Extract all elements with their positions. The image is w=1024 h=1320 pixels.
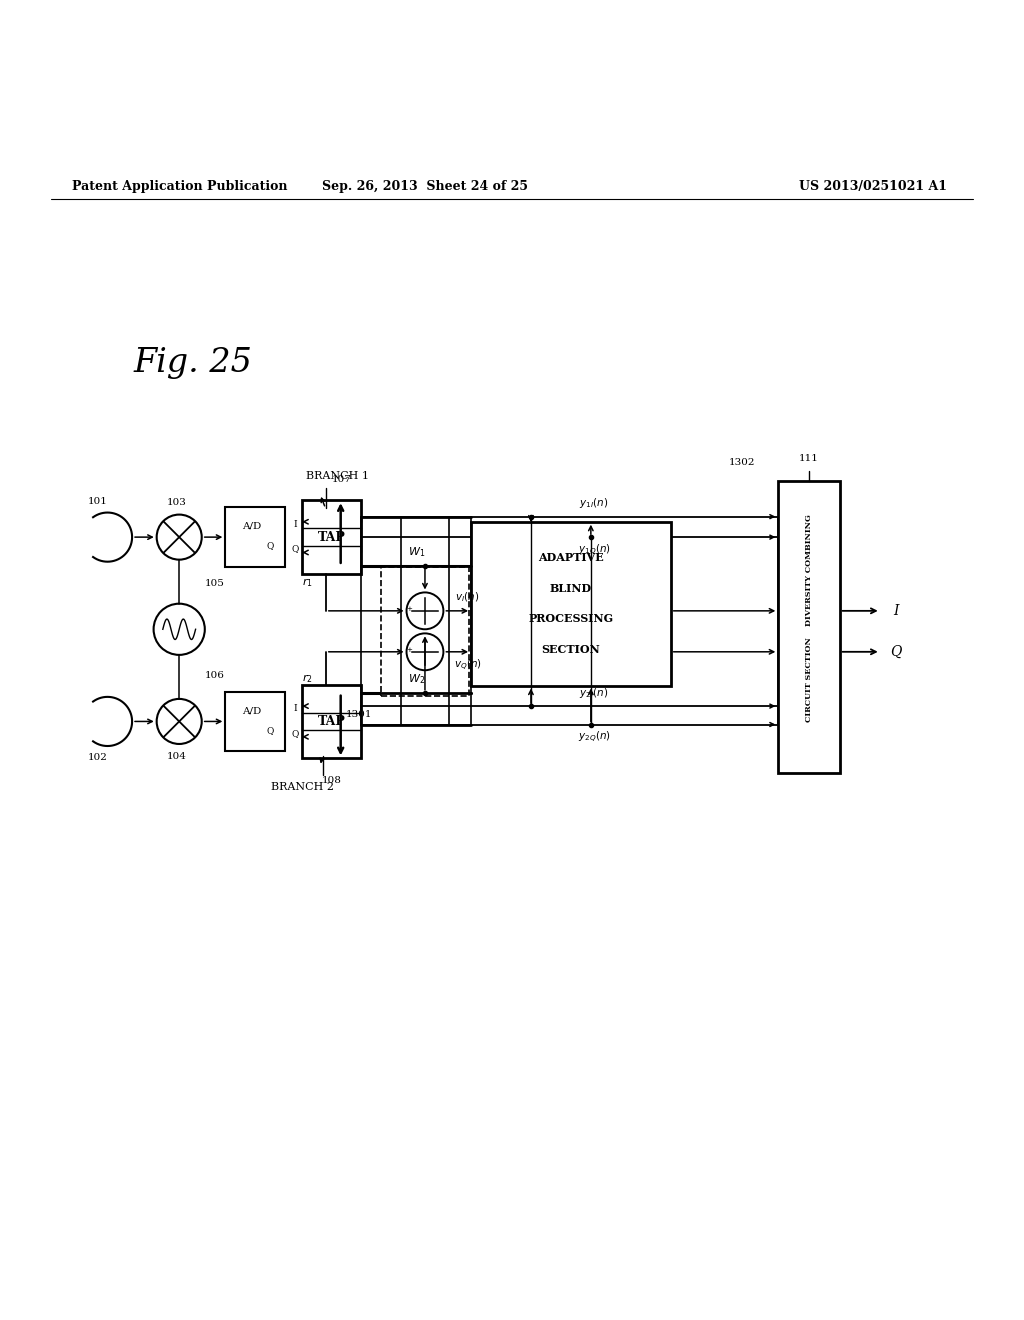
Text: 103: 103 — [167, 498, 187, 507]
Text: PROCESSING: PROCESSING — [528, 612, 613, 624]
Text: $r_2$: $r_2$ — [302, 672, 312, 685]
Text: Q: Q — [266, 541, 273, 550]
Text: Patent Application Publication: Patent Application Publication — [72, 181, 287, 194]
Text: $W_1$: $W_1$ — [408, 545, 425, 560]
Bar — [225, 692, 285, 751]
Text: +: + — [407, 606, 413, 612]
Text: BRANCH 1: BRANCH 1 — [306, 471, 370, 480]
Text: 105: 105 — [205, 578, 225, 587]
Text: 107: 107 — [332, 475, 352, 484]
Bar — [225, 507, 285, 566]
Text: 106: 106 — [205, 671, 225, 680]
Bar — [381, 566, 469, 696]
Text: 108: 108 — [322, 776, 342, 785]
Text: Fig. 25: Fig. 25 — [133, 347, 252, 379]
Text: 104: 104 — [167, 752, 187, 760]
Text: US 2013/0251021 A1: US 2013/0251021 A1 — [799, 181, 947, 194]
Bar — [302, 685, 361, 758]
Text: Q: Q — [291, 544, 299, 553]
Text: 1302: 1302 — [729, 458, 756, 467]
Text: $y_{2Q}(n)$: $y_{2Q}(n)$ — [578, 730, 610, 746]
Text: $y_{1Q}(n)$: $y_{1Q}(n)$ — [578, 543, 610, 558]
Bar — [778, 480, 840, 772]
Text: TAP: TAP — [317, 715, 346, 727]
Text: $W_2$: $W_2$ — [408, 673, 425, 686]
Text: A/D: A/D — [243, 706, 261, 715]
Text: BLIND: BLIND — [550, 583, 592, 594]
Text: BRANCH 2: BRANCH 2 — [270, 781, 334, 792]
Text: 102: 102 — [87, 752, 108, 762]
Text: CIRCUIT SECTION: CIRCUIT SECTION — [805, 638, 813, 722]
Text: DIVERSITY COMBINING: DIVERSITY COMBINING — [805, 515, 813, 626]
Bar — [302, 500, 361, 574]
Text: Q: Q — [291, 729, 299, 738]
Text: A/D: A/D — [243, 521, 261, 531]
Text: $v_I(n)$: $v_I(n)$ — [456, 591, 479, 605]
Text: 101: 101 — [87, 496, 108, 506]
Text: Q: Q — [890, 644, 902, 659]
Bar — [471, 521, 671, 685]
Text: Sep. 26, 2013  Sheet 24 of 25: Sep. 26, 2013 Sheet 24 of 25 — [322, 181, 528, 194]
Text: Q: Q — [266, 726, 273, 735]
Text: I: I — [293, 520, 297, 528]
Text: $y_{2I}(n)$: $y_{2I}(n)$ — [580, 686, 608, 700]
Text: SECTION: SECTION — [542, 644, 600, 655]
Text: I: I — [293, 704, 297, 713]
Text: $y_{1I}(n)$: $y_{1I}(n)$ — [580, 496, 608, 511]
Text: I: I — [893, 603, 899, 618]
Text: $v_Q(n)$: $v_Q(n)$ — [454, 657, 481, 673]
Text: 111: 111 — [799, 454, 819, 463]
Text: $r_1$: $r_1$ — [302, 576, 312, 589]
Text: +: + — [407, 647, 413, 653]
Text: 1301: 1301 — [346, 710, 373, 719]
Text: ADAPTIVE: ADAPTIVE — [538, 552, 604, 564]
Text: TAP: TAP — [317, 531, 346, 544]
